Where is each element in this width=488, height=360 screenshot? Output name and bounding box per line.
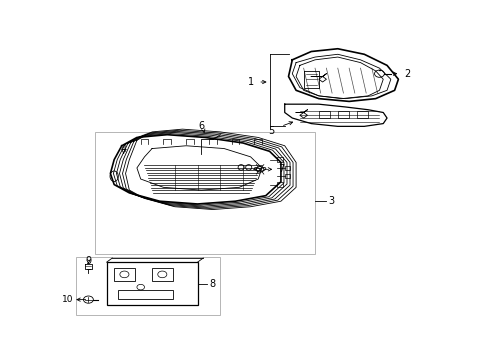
Text: 1: 1 [247,77,253,87]
Text: 6: 6 [198,121,204,131]
Bar [106,262,197,305]
Bar [118,290,173,299]
Text: 2: 2 [403,69,409,79]
Text: 4: 4 [121,144,126,153]
Text: 5: 5 [268,126,274,135]
Bar [152,268,173,281]
Text: 10: 10 [61,295,73,304]
Bar [284,166,290,170]
Text: 3: 3 [327,196,334,206]
Bar [337,111,348,118]
Bar [95,132,314,254]
Text: 7: 7 [277,164,284,174]
Bar [284,174,290,178]
Text: 9: 9 [85,256,91,266]
Bar [277,183,282,186]
Bar [114,268,135,281]
Bar [318,111,329,118]
Bar [277,157,282,162]
Bar [356,111,367,118]
Bar [76,257,220,315]
Text: 8: 8 [208,279,215,289]
